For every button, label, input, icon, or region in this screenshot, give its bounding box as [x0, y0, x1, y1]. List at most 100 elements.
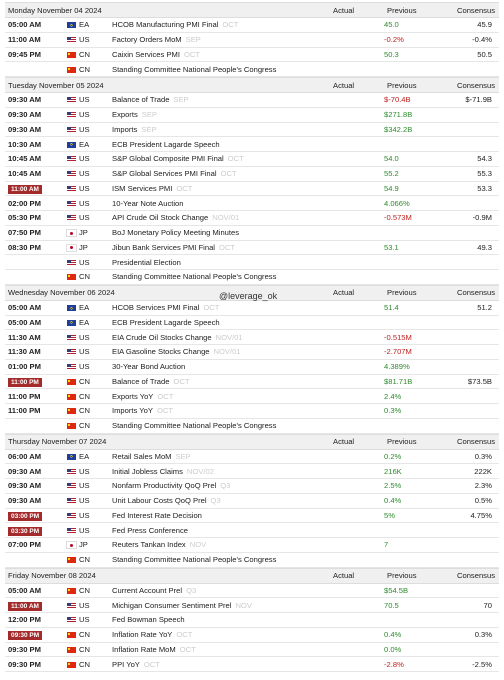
event-row: 10:30 AM EA ECB President Lagarde Speech	[5, 137, 499, 152]
flag-cell	[67, 511, 79, 520]
event-cell: Michigan Consumer Sentiment Prel NOV	[112, 601, 330, 610]
flag-cell	[67, 213, 79, 222]
flag-cell	[66, 540, 79, 550]
flag-cell	[67, 452, 79, 461]
event-name: Standing Committee National People's Con…	[112, 421, 277, 431]
event-cell: EIA Gasoline Stocks Change NOV/01	[112, 347, 330, 356]
event-period: NOV/01	[213, 347, 241, 357]
country-flag	[67, 22, 76, 29]
country: US	[79, 257, 90, 267]
time-cell: 09:30 PM	[5, 660, 67, 669]
country: US	[79, 600, 90, 610]
country: CN	[79, 644, 90, 654]
time-cell: 10:30 AM	[5, 140, 67, 149]
time-cell: 03:30 PM	[5, 526, 67, 536]
event-cell: Unit Labour Costs QoQ Prel Q3	[112, 496, 330, 505]
time-cell: 09:30 AM	[5, 125, 67, 134]
event-time: 11:30 AM	[8, 332, 41, 342]
day-header: Tuesday November 05 2024 Actual Previous Co…	[5, 77, 499, 93]
event-period: Q3	[220, 481, 231, 491]
event-name: Nonfarm Productivity QoQ Prel	[112, 481, 217, 491]
event-time: 07:00 PM	[8, 540, 41, 550]
consensus: 53.3	[477, 183, 492, 193]
event-time: 10:45 AM	[8, 169, 42, 179]
event-name: Fed Interest Rate Decision	[112, 510, 202, 520]
event-time: 11:00 PM	[8, 406, 41, 416]
event-name: EIA Crude Oil Stocks Change	[112, 332, 212, 342]
event-time: 03:00 PM	[8, 511, 43, 521]
event-cell: Reuters Tankan Index NOV	[112, 540, 330, 549]
event-row: 09:45 PM CN Caixin Services PMI OCT 50.3 50.5	[5, 48, 499, 63]
event-cell: HCOB Manufacturing PMI Final OCT	[112, 20, 330, 29]
event-name: Exports	[112, 110, 138, 120]
country-flag	[67, 171, 76, 178]
event-time: 09:30 AM	[8, 496, 42, 506]
event-period: OCT	[222, 20, 239, 30]
event-name: Standing Committee National People's Con…	[112, 272, 277, 282]
time-cell: 11:00 AM	[5, 35, 67, 44]
event-row: 02:00 PM US 10-Year Note Auction 4.066%	[5, 196, 499, 211]
country-flag	[67, 661, 76, 668]
event-name: Exports YoY	[112, 391, 154, 401]
consensus: -0.9M	[472, 213, 492, 223]
event-name: Retail Sales MoM	[112, 451, 172, 461]
event-row: 05:00 AM EA ECB President Lagarde Speech	[5, 316, 499, 331]
country: US	[79, 183, 90, 193]
event-row: 05:00 AM EA HCOB Manufacturing PMI Final OC…	[5, 18, 499, 33]
consensus: 0.5%	[474, 496, 492, 506]
country: CN	[79, 64, 90, 74]
country: US	[79, 347, 90, 357]
event-cell: Imports SEP	[112, 125, 330, 134]
event-name: Fed Press Conference	[112, 525, 188, 535]
previous: -0.515M	[384, 332, 412, 342]
country-flag	[67, 423, 76, 430]
time-cell: 07:50 PM	[5, 228, 67, 237]
event-cell: Standing Committee National People's Con…	[112, 421, 330, 430]
previous: 216K	[384, 466, 402, 476]
country: US	[79, 496, 90, 506]
day-header: Wednesday November 06 2024 Actual Previous…	[5, 284, 499, 301]
event-row: 10:45 AM US S&P Global Composite PMI Final…	[5, 152, 499, 167]
event-cell: S&P Global Services PMI Final OCT	[112, 169, 330, 178]
time-cell: 11:00 AM	[5, 184, 67, 194]
country-flag	[67, 66, 76, 73]
country: CN	[79, 630, 90, 640]
day-date: Tuesday November 05 2024	[8, 80, 104, 90]
event-period: OCT	[143, 659, 160, 669]
country-flag	[67, 305, 76, 312]
event-cell: ECB President Lagarde Speech	[112, 318, 330, 327]
column-header: Actual	[333, 571, 355, 580]
flag-cell	[67, 258, 79, 267]
event-cell: Retail Sales MoM SEP	[112, 452, 330, 461]
event-row: 09:30 AM US Imports SEP $342.2B	[5, 123, 499, 138]
country: CN	[79, 376, 90, 386]
event-period: OCT	[156, 406, 173, 416]
event-row: 03:00 PM US Fed Interest Rate Decision 5% 4.…	[5, 509, 499, 524]
flag-cell	[67, 467, 79, 476]
event-time: 03:30 PM	[8, 526, 43, 536]
flag-cell	[67, 318, 79, 327]
country: CN	[79, 555, 90, 565]
time-cell: 09:30 AM	[5, 467, 67, 476]
consensus: -2.5%	[472, 659, 492, 669]
consensus: 0.3%	[474, 451, 492, 461]
event-name: BoJ Monetary Policy Meeting Minutes	[112, 228, 240, 238]
country: EA	[79, 139, 90, 149]
flag-cell	[67, 615, 79, 624]
previous: -0.2%	[384, 35, 404, 45]
time-cell: 10:45 AM	[5, 154, 67, 163]
time-cell: 11:00 AM	[5, 601, 67, 611]
event-name: S&P Global Services PMI Final	[112, 169, 217, 179]
country-flag	[67, 259, 76, 266]
event-name: Presidential Election	[112, 257, 181, 267]
flag-cell	[67, 125, 79, 134]
event-cell: Standing Committee National People's Con…	[112, 555, 330, 564]
event-cell: Jibun Bank Services PMI Final OCT	[112, 243, 330, 252]
watermark: @leverage_ok	[219, 291, 278, 301]
previous: -2.707M	[384, 347, 412, 357]
event-name: ECB President Lagarde Speech	[112, 139, 220, 149]
previous: 5%	[384, 510, 395, 520]
day-date: Monday November 04 2024	[8, 5, 102, 15]
previous: 7	[384, 540, 389, 550]
event-cell: Nonfarm Productivity QoQ Prel Q3	[112, 481, 330, 490]
